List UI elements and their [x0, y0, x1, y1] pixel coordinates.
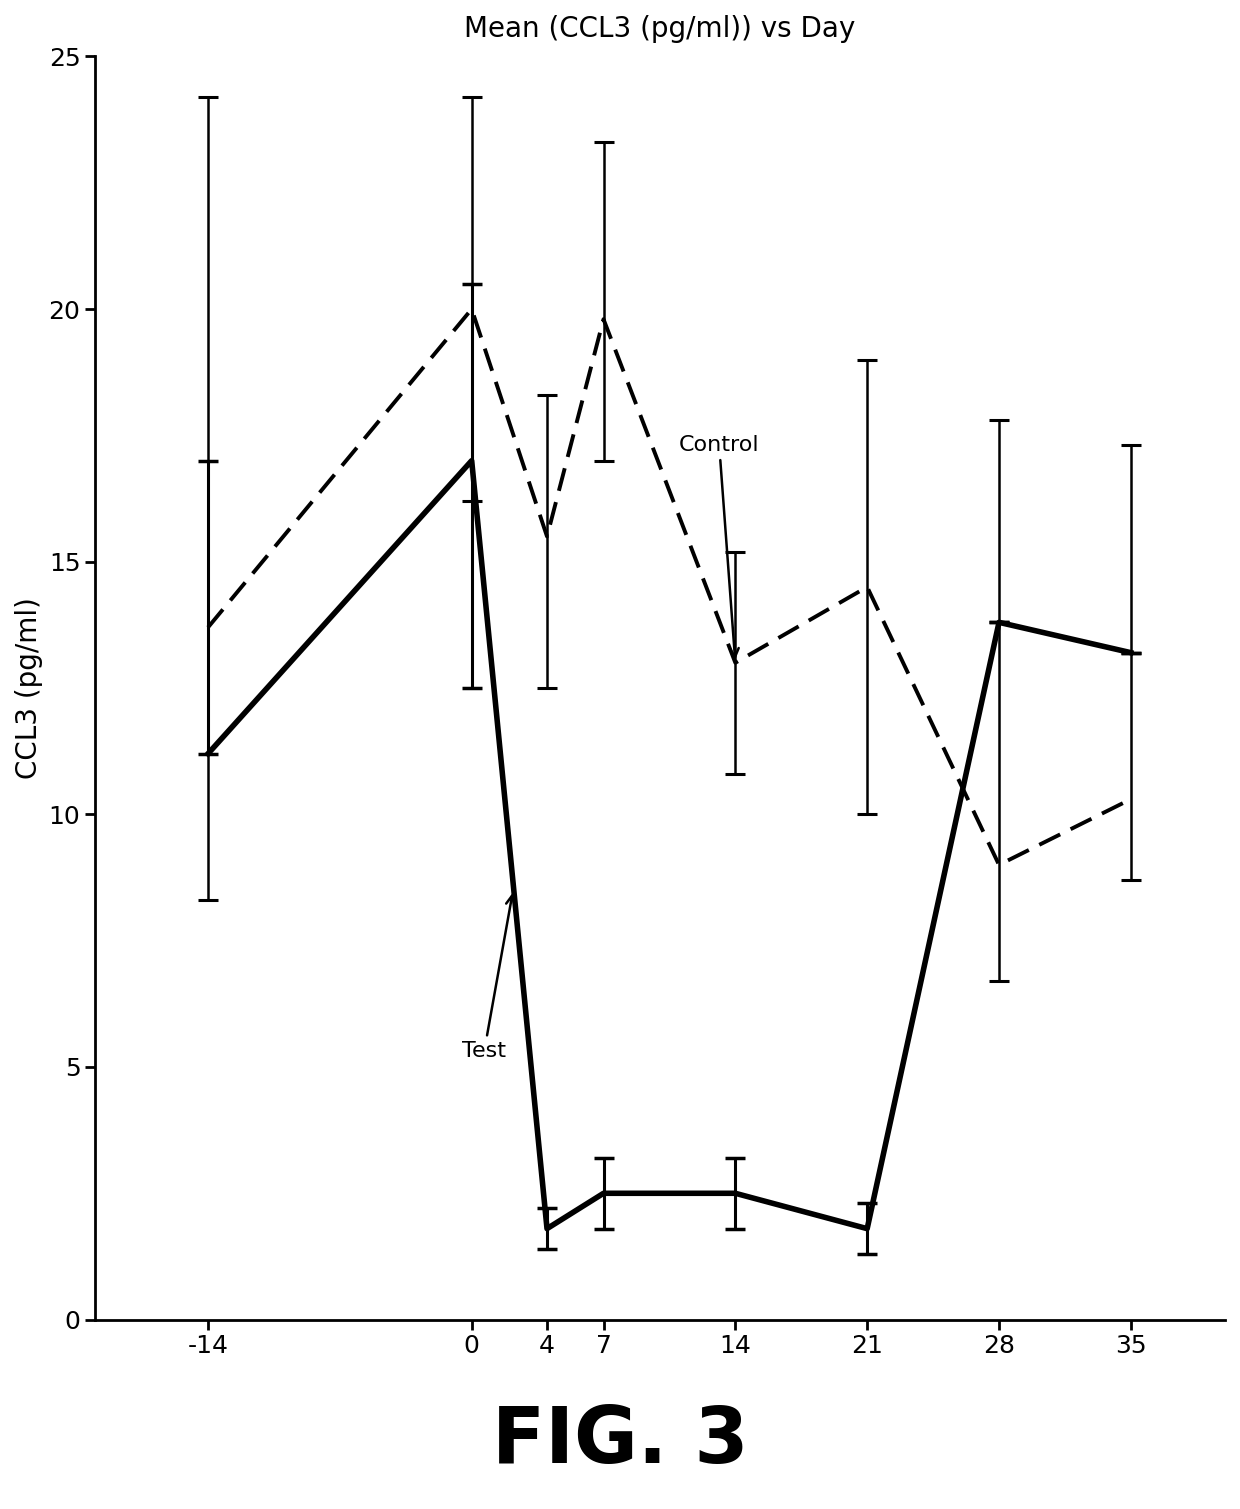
Title: Mean (CCL3 (pg/ml)) vs Day: Mean (CCL3 (pg/ml)) vs Day [465, 15, 856, 42]
Text: Test: Test [463, 896, 515, 1061]
Y-axis label: CCL3 (pg/ml): CCL3 (pg/ml) [15, 598, 43, 779]
Text: FIG. 3: FIG. 3 [492, 1403, 748, 1479]
Text: Control: Control [678, 435, 759, 658]
